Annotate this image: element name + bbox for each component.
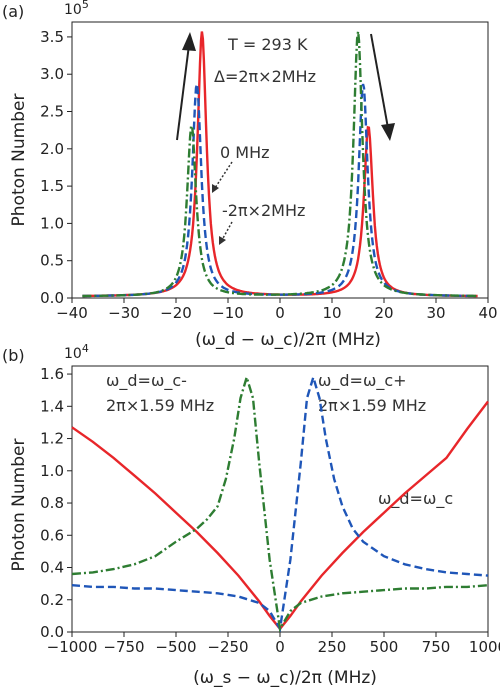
panel-b-ylabel: Photon Number — [9, 439, 29, 572]
y-tick-label-a: 1.0 — [40, 214, 64, 232]
annotation-zero-mhz: 0 MHz — [220, 143, 270, 162]
annotation-temperature: T = 293 K — [227, 35, 308, 54]
y-tick-label-a: 3.0 — [40, 65, 64, 83]
annotation-negative-arrowhead — [219, 236, 226, 245]
x-tick-label-b: 250 — [318, 638, 347, 656]
x-tick-label-a: −30 — [108, 304, 140, 322]
series-line-b-0 — [71, 400, 489, 631]
panel-b-exponent-base: 10 — [64, 346, 82, 362]
arrow-right-head — [381, 123, 395, 141]
annotation-negative-arrow — [221, 221, 233, 241]
y-tick-label-b: 0.8 — [40, 494, 64, 512]
panel-a-xlabel: (ω_d − ω_c)/2π (MHz) — [195, 330, 381, 350]
annotation-zero-arrowhead — [212, 184, 219, 193]
x-tick-label-b: −750 — [103, 638, 144, 656]
plot-a: −40 −30 −20 −10 0 10 20 30 40 0.0 0.5 1.0 1.5 2.0 2.5 3… — [40, 21, 498, 322]
y-tick-label-a: 2.0 — [40, 140, 64, 158]
x-tick-label-b: 1000 — [469, 638, 500, 656]
y-tick-label-b: 1.4 — [40, 397, 64, 415]
x-tick-label-b: −250 — [207, 638, 248, 656]
y-tick-label-a: 0.5 — [40, 252, 64, 270]
series-line-a-2 — [82, 31, 478, 298]
y-tick-label-a: 0.0 — [40, 289, 64, 307]
y-tick-label-b: 1.0 — [40, 462, 64, 480]
arrow-right-shaft — [370, 33, 389, 129]
arrow-left-shaft — [176, 44, 190, 141]
series-line-a-1 — [82, 83, 478, 298]
annotation-minus-line1: ω_d=ω_c- — [106, 371, 187, 391]
y-tick-label-a: 1.5 — [40, 177, 64, 195]
arrow-left-head — [182, 32, 196, 51]
annotation-center: ω_d=ω_c — [378, 489, 453, 509]
x-tick-label-a: −10 — [212, 304, 244, 322]
plot-b: −1000 −750 −500 −250 0 250 500 750 1000 0.0 0.2 0.4… — [40, 365, 500, 656]
y-tick-label-b: 1.2 — [40, 430, 64, 448]
x-tick-label-a: 20 — [374, 304, 393, 322]
y-tick-label-b: 0.2 — [40, 591, 64, 609]
panel-a-exponent-base: 10 — [64, 2, 82, 18]
panel-b-exponent-power: 4 — [82, 342, 89, 355]
annotation-plus-line2: 2π×1.59 MHz — [318, 396, 426, 415]
panel-a-exponent: 105 — [64, 0, 89, 18]
y-tick-label-b: 0.4 — [40, 559, 64, 577]
panel-b-exponent: 104 — [64, 342, 89, 362]
x-tick-label-a: −40 — [56, 304, 88, 322]
x-tick-label-a: 40 — [478, 304, 497, 322]
panel-a-ylabel: Photon Number — [9, 94, 29, 227]
x-tick-label-a: 10 — [322, 304, 341, 322]
x-tick-label-b: 750 — [422, 638, 451, 656]
annotation-plus-line1: ω_d=ω_c+ — [318, 371, 407, 391]
x-tick-label-b: 500 — [370, 638, 399, 656]
panel-a-label: (a) — [2, 2, 24, 21]
y-tick-label-a: 2.5 — [40, 103, 64, 121]
annotation-zero-arrow — [214, 161, 233, 189]
series-line-b-1 — [71, 373, 489, 633]
y-tick-label-b: 0.6 — [40, 526, 64, 544]
annotation-negative-detuning: -2π×2MHz — [222, 201, 305, 220]
y-tick-label-b: 0.0 — [40, 623, 64, 641]
panel-b-xlabel: (ω_s − ω_c)/2π (MHz) — [193, 668, 377, 688]
x-tick-label-b: 0 — [275, 638, 285, 656]
y-tick-label-a: 3.5 — [40, 28, 64, 46]
panel-a-exponent-power: 5 — [82, 0, 89, 11]
plot-frame-a — [71, 21, 489, 299]
x-tick-label-a: 0 — [275, 304, 285, 322]
y-tick-label-b: 1.6 — [40, 365, 64, 383]
x-tick-label-b: −1000 — [47, 638, 98, 656]
panel-b-label: (b) — [2, 346, 25, 365]
annotation-minus-line2: 2π×1.59 MHz — [106, 396, 214, 415]
x-tick-label-b: −500 — [155, 638, 196, 656]
series-line-b-2 — [71, 373, 489, 633]
annotation-detuning: Δ=2π×2MHz — [214, 67, 316, 86]
x-tick-label-a: 30 — [426, 304, 445, 322]
x-tick-label-a: −20 — [160, 304, 192, 322]
